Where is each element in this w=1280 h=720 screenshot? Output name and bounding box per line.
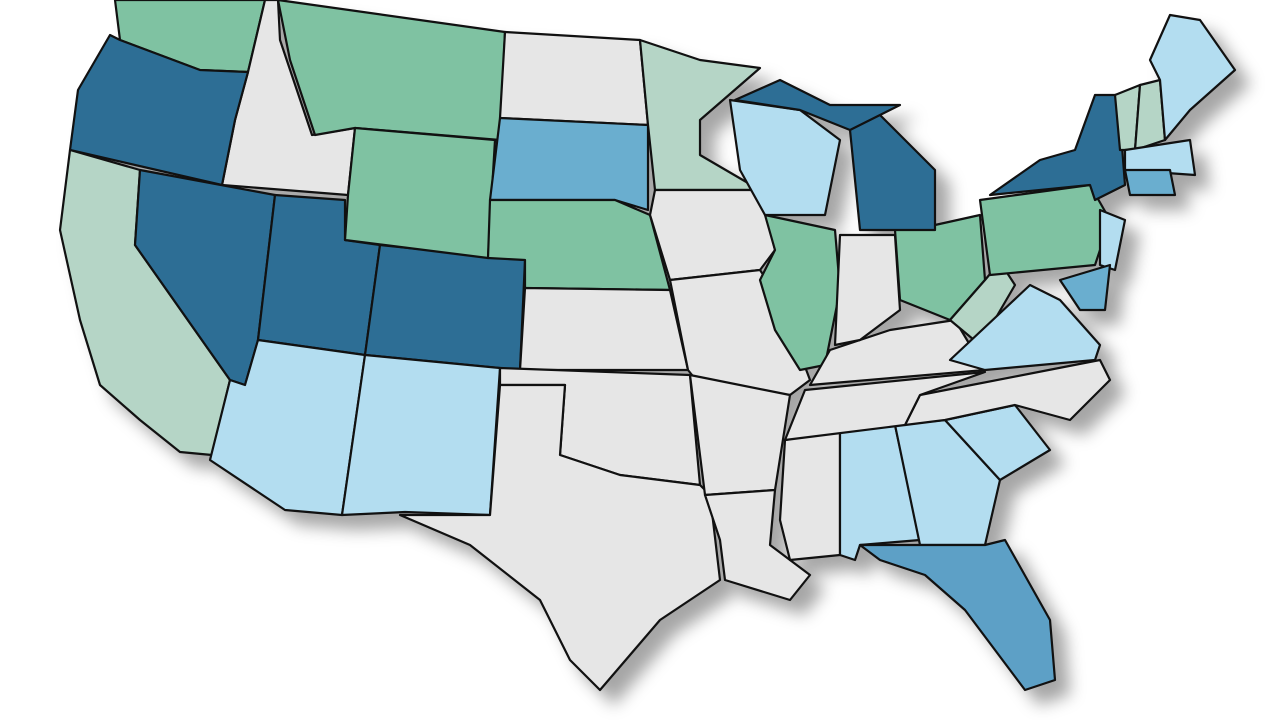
- state: [498, 30, 650, 127]
- state: [903, 358, 1112, 427]
- state: [68, 33, 250, 187]
- state: [518, 286, 690, 372]
- states: [58, 0, 1237, 692]
- state: [340, 353, 502, 517]
- state: [398, 383, 722, 692]
- state: [363, 243, 527, 372]
- state: [488, 116, 650, 212]
- state: [1058, 263, 1112, 312]
- state: [688, 373, 792, 497]
- state: [988, 93, 1127, 202]
- state: [703, 488, 812, 602]
- state: [948, 283, 1102, 372]
- state: [783, 370, 987, 442]
- state: [648, 188, 777, 282]
- state: [833, 233, 902, 347]
- state: [858, 538, 1057, 692]
- state: [978, 183, 1112, 277]
- state: [778, 428, 842, 562]
- state: [758, 213, 842, 372]
- state: [1148, 13, 1237, 142]
- state: [733, 78, 902, 132]
- state: [638, 38, 762, 192]
- state: [276, 0, 507, 142]
- state: [1098, 208, 1127, 272]
- state: [1123, 168, 1177, 197]
- state: [848, 108, 937, 232]
- state: [1123, 138, 1197, 177]
- state: [343, 126, 497, 260]
